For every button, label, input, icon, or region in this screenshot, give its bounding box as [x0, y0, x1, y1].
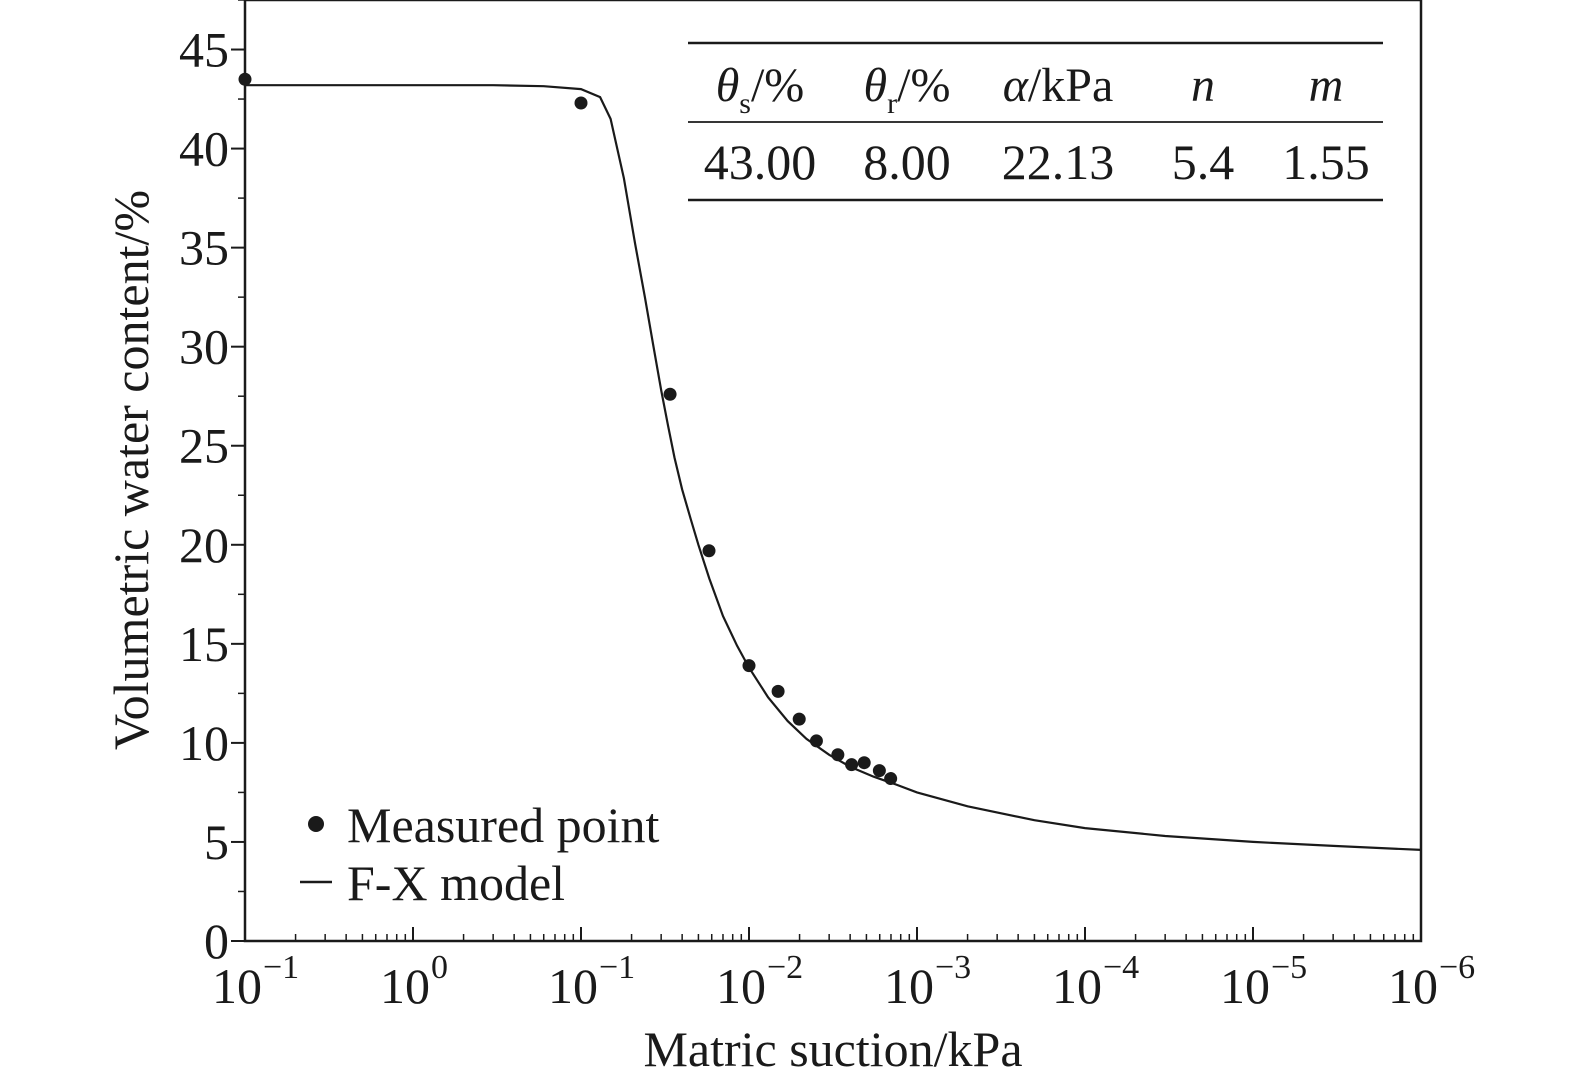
y-tick-label: 25 — [179, 418, 229, 474]
x-tick-label: 10 — [548, 958, 598, 1014]
x-tick-exponent: −4 — [1103, 949, 1139, 986]
x-tick-exponent: −5 — [1271, 949, 1307, 986]
x-tick-label: 10 — [1388, 958, 1438, 1014]
y-tick-label: 30 — [179, 319, 229, 375]
measured-point — [742, 659, 756, 673]
x-tick-exponent: −1 — [599, 949, 635, 986]
table-header-cell: n — [1191, 59, 1215, 112]
measured-point — [771, 684, 785, 698]
measured-point — [574, 96, 588, 110]
y-tick-label: 15 — [179, 616, 229, 672]
x-tick-label: 10 — [380, 958, 430, 1014]
measured-point — [884, 772, 898, 786]
measured-points — [238, 72, 898, 786]
table-value-row: 43.00 8.00 22.13 5.4 1.55 — [704, 134, 1370, 190]
y-tick-label: 10 — [179, 715, 229, 771]
y-tick-label: 45 — [179, 22, 229, 78]
table-value-cell: 22.13 — [1002, 134, 1115, 190]
y-tick-label: 35 — [179, 220, 229, 276]
legend-marker-measured — [308, 816, 324, 832]
x-tick-label: 10 — [212, 958, 262, 1014]
table-header-cell: m — [1309, 59, 1344, 112]
table-value-cell: 1.55 — [1282, 134, 1370, 190]
plot-frame — [243, 0, 1423, 943]
x-tick-exponent: 0 — [431, 949, 448, 986]
y-tick-label: 5 — [204, 814, 229, 870]
x-tick-label: 10 — [884, 958, 934, 1014]
fx-model-curve — [245, 84, 1422, 851]
measured-point — [857, 756, 871, 770]
table-header-row: θs/% θr/% α/kPa n m — [716, 59, 1344, 120]
x-tick-exponent: −6 — [1439, 949, 1475, 986]
y-tick-label: 40 — [179, 121, 229, 177]
measured-point — [702, 544, 716, 558]
x-tick-label: 10 — [1220, 958, 1270, 1014]
measured-point — [792, 712, 806, 726]
legend: Measured point F-X model — [300, 797, 660, 911]
table-value-cell: 5.4 — [1172, 134, 1235, 190]
x-tick-exponent: −2 — [767, 949, 803, 986]
y-axis-label: Volumetric water content/% — [103, 190, 159, 750]
x-axis-label: Matric suction/kPa — [643, 1021, 1022, 1077]
parameters-table: θs/% θr/% α/kPa n m 43.00 8.00 22.13 5.4 1.55 — [688, 41, 1383, 202]
measured-point — [663, 387, 677, 401]
y-tick-label: 0 — [204, 913, 229, 969]
measured-point — [831, 748, 845, 762]
table-header-cell: θr/% — [864, 59, 951, 120]
table-value-cell: 43.00 — [704, 134, 817, 190]
series-line-fx-model — [245, 84, 1422, 851]
table-header-cell: α/kPa — [1003, 59, 1114, 112]
legend-label-model: F-X model — [347, 855, 565, 911]
x-tick-exponent: −1 — [263, 949, 299, 986]
measured-point — [809, 734, 823, 748]
legend-label-measured: Measured point — [347, 797, 660, 853]
measured-point — [872, 764, 886, 778]
measured-point — [845, 758, 859, 772]
x-tick-labels: 10 −1 10 0 10 −1 10 −2 10 −3 10 −4 10 −5 10 −6 — [212, 949, 1475, 1014]
x-tick-label: 10 — [1052, 958, 1102, 1014]
table-header-cell: θs/% — [716, 59, 805, 120]
y-tick-labels: 0 5 10 15 20 25 30 35 40 45 — [179, 22, 229, 969]
x-tick-label: 10 — [716, 958, 766, 1014]
table-value-cell: 8.00 — [863, 134, 951, 190]
y-tick-label: 20 — [179, 517, 229, 573]
x-tick-exponent: −3 — [935, 949, 971, 986]
